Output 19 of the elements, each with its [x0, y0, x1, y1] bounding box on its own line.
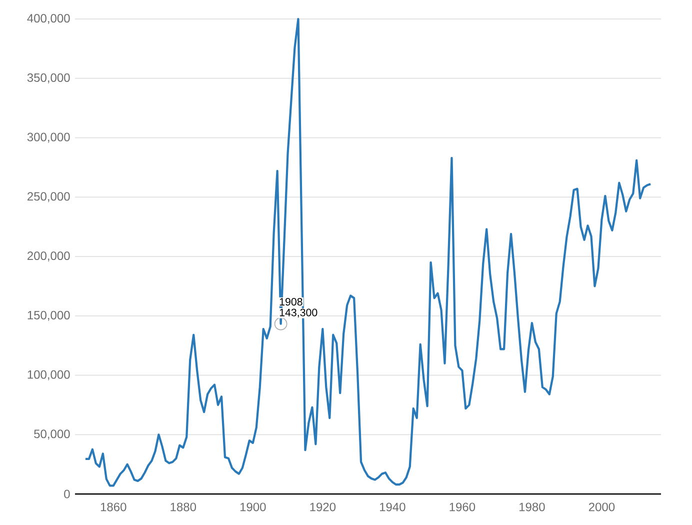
y-tick-label: 100,000 — [28, 370, 70, 380]
x-tick-label: 1880 — [170, 502, 196, 512]
x-tick-label: 1860 — [100, 502, 126, 512]
y-tick-label: 200,000 — [28, 252, 70, 262]
y-tick-label: 50,000 — [34, 430, 70, 440]
x-tick-label: 1940 — [380, 502, 406, 512]
y-tick-label: 300,000 — [27, 132, 70, 143]
x-tick-label: 1900 — [240, 502, 266, 512]
x-tick-label: 1960 — [450, 502, 476, 512]
x-tick-label: 2000 — [588, 502, 615, 512]
y-tick-label: 250,000 — [28, 192, 70, 202]
annotation: 143,300 — [280, 308, 318, 318]
x-tick-label: 1980 — [520, 502, 545, 512]
annotation: 1908 — [280, 298, 302, 306]
y-tick-label: 150,000 — [28, 310, 70, 321]
y-tick-label: 350,000 — [27, 73, 70, 84]
y-tick-label: 400,000 — [27, 14, 70, 24]
x-tick-label: 1920 — [310, 502, 336, 512]
y-tick-label: 0 — [64, 490, 70, 498]
